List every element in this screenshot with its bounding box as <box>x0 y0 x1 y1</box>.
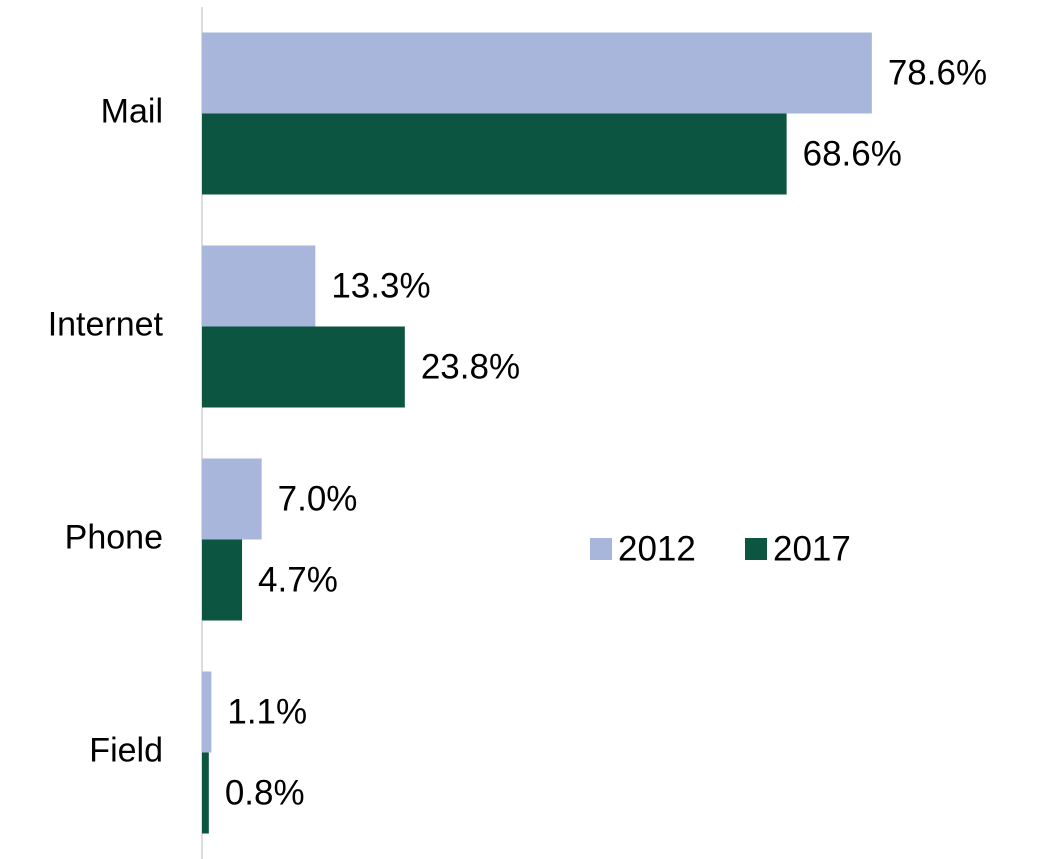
data-label: 1.1% <box>227 692 307 731</box>
data-label: 68.6% <box>803 134 902 173</box>
legend-swatch <box>590 538 612 560</box>
bar <box>202 752 209 834</box>
legend-label: 2012 <box>618 529 696 568</box>
legend-label: 2017 <box>773 529 851 568</box>
y-tick-label: Internet <box>48 305 164 343</box>
bar <box>202 539 243 621</box>
data-label: 7.0% <box>278 479 358 518</box>
bar <box>202 671 212 753</box>
bar <box>202 32 872 114</box>
bar <box>202 245 316 327</box>
data-label: 23.8% <box>421 347 520 386</box>
bar <box>202 113 787 195</box>
bar <box>202 326 405 408</box>
data-label: 0.8% <box>225 773 305 812</box>
y-tick-label: Field <box>89 731 163 769</box>
data-label: 4.7% <box>258 560 338 599</box>
data-label: 13.3% <box>331 266 430 305</box>
legend-swatch <box>745 538 767 560</box>
bar <box>202 458 262 540</box>
data-label: 78.6% <box>888 53 987 92</box>
y-tick-label: Mail <box>101 92 163 130</box>
y-tick-label: Phone <box>65 518 163 556</box>
